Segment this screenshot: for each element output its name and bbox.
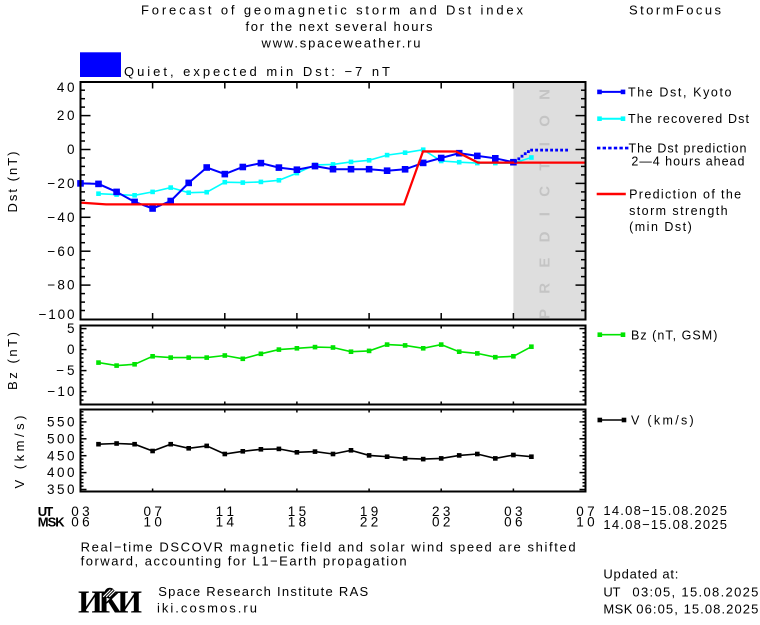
svg-text:UT: UT xyxy=(38,504,54,519)
svg-text:0: 0 xyxy=(67,342,75,357)
svg-text:Real−time DSCOVR magnetic fiel: Real−time DSCOVR magnetic field and sola… xyxy=(81,539,576,554)
svg-text:350: 350 xyxy=(47,482,75,497)
svg-text:storm strength: storm strength xyxy=(629,204,728,218)
svg-text:−10: −10 xyxy=(47,384,74,399)
svg-text:Prediction of the: Prediction of the xyxy=(629,188,741,202)
svg-text:for the next several hours: for the next several hours xyxy=(246,19,434,34)
svg-text:MSK: MSK xyxy=(603,602,632,617)
svg-text:The Dst, Kyoto: The Dst, Kyoto xyxy=(628,85,732,99)
svg-text:−40: −40 xyxy=(47,210,74,225)
svg-text:450: 450 xyxy=(47,448,75,463)
svg-text:forward, accounting for L1−Ear: forward, accounting for L1−Earth propaga… xyxy=(81,553,407,568)
svg-text:The Dst prediction: The Dst prediction xyxy=(629,141,747,155)
svg-text:iki.cosmos.ru: iki.cosmos.ru xyxy=(157,601,257,616)
svg-text:www.spaceweather.ru: www.spaceweather.ru xyxy=(261,36,421,51)
svg-text:Updated at:: Updated at: xyxy=(603,567,678,582)
svg-text:StormFocus: StormFocus xyxy=(629,3,722,18)
svg-text:Bz (nT, GSM): Bz (nT, GSM) xyxy=(631,329,717,343)
svg-text:−20: −20 xyxy=(47,176,74,191)
svg-text:550: 550 xyxy=(47,415,75,430)
svg-text:400: 400 xyxy=(47,465,75,480)
svg-text:Space Research Institute RAS: Space Research Institute RAS xyxy=(158,584,368,599)
svg-text:The recovered Dst: The recovered Dst xyxy=(628,112,750,126)
svg-text:Dst (nT): Dst (nT) xyxy=(5,152,20,213)
svg-text:0: 0 xyxy=(67,142,75,157)
svg-text:03:05, 15.08.2025: 03:05, 15.08.2025 xyxy=(632,585,758,600)
svg-text:2—4 hours ahead: 2—4 hours ahead xyxy=(631,155,744,169)
svg-text:500: 500 xyxy=(47,431,75,446)
svg-text:UT: UT xyxy=(603,585,620,600)
svg-text:−60: −60 xyxy=(47,244,74,259)
svg-text:06:05, 15.08.2025: 06:05, 15.08.2025 xyxy=(636,602,758,617)
svg-text:MSK: MSK xyxy=(38,515,66,530)
svg-text:V (km/s): V (km/s) xyxy=(631,414,694,428)
svg-text:Bz (nT): Bz (nT) xyxy=(5,332,20,390)
svg-text:(min Dst): (min Dst) xyxy=(629,220,692,234)
svg-text:14.08−15.08.2025: 14.08−15.08.2025 xyxy=(603,517,727,532)
svg-text:14.08−15.08.2025: 14.08−15.08.2025 xyxy=(603,503,727,518)
svg-text:5: 5 xyxy=(67,321,75,336)
svg-text:−80: −80 xyxy=(47,278,74,293)
